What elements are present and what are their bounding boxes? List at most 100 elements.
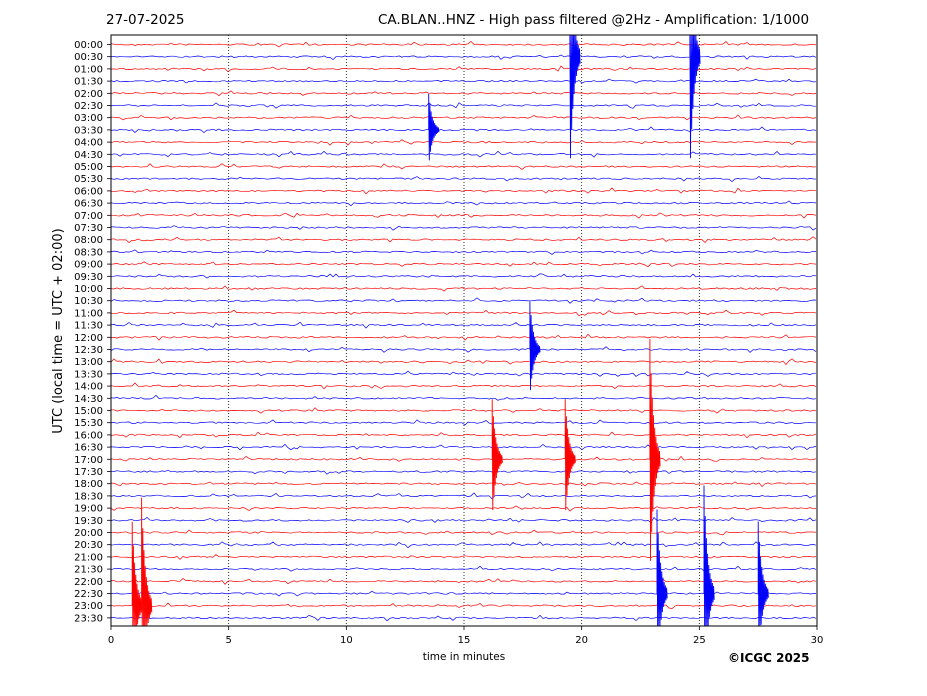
date-label: 27-07-2025 — [106, 12, 185, 28]
y-tick-label: 22:00 — [74, 577, 103, 588]
trace-line — [110, 565, 817, 573]
trace-line — [110, 455, 817, 462]
y-tick-label: 09:30 — [74, 272, 103, 283]
y-tick-label: 20:00 — [74, 528, 103, 539]
y-tick-label: 02:30 — [74, 101, 103, 112]
trace-line — [110, 126, 817, 134]
y-tick-label: 17:30 — [74, 467, 103, 478]
x-tick-label: 0 — [108, 635, 114, 646]
trace-line — [110, 309, 817, 317]
y-tick-label: 12:30 — [74, 345, 103, 356]
event-spike — [564, 399, 576, 511]
y-tick-label: 09:00 — [74, 260, 103, 271]
trace-line — [110, 261, 817, 268]
x-tick-label: 20 — [575, 635, 588, 646]
y-tick-label: 03:30 — [74, 125, 103, 136]
y-tick-label: 19:00 — [74, 504, 103, 515]
y-tick-label: 22:30 — [74, 589, 103, 600]
y-tick-label: 06:00 — [74, 186, 103, 197]
y-tick-label: 03:00 — [74, 113, 103, 124]
trace-line — [110, 236, 817, 243]
y-tick-label: 10:00 — [74, 284, 103, 295]
copyright-notice: ©ICGC 2025 — [728, 651, 810, 665]
y-tick-label: 23:30 — [74, 613, 103, 624]
plot-frame — [110, 34, 818, 627]
trace-line — [110, 443, 817, 451]
y-tick-label: 14:30 — [74, 394, 103, 405]
x-tick-label: 10 — [340, 635, 353, 646]
trace-line — [110, 150, 817, 158]
y-tick-label: 23:00 — [74, 601, 103, 612]
trace-lines — [110, 41, 817, 622]
event-spike — [649, 339, 661, 561]
y-tick-label: 07:30 — [74, 223, 103, 234]
y-tick-label: 00:30 — [74, 52, 103, 63]
trace-line — [111, 212, 817, 219]
y-axis-label: UTC (local time = UTC + 02:00) — [51, 228, 66, 433]
trace-line — [110, 285, 817, 292]
y-tick-label: 02:00 — [74, 89, 103, 100]
trace-line — [110, 114, 817, 121]
event-spike — [131, 521, 143, 627]
y-tick-label: 05:30 — [74, 174, 103, 185]
y-tick-label: 11:30 — [74, 321, 103, 332]
trace-line — [110, 469, 817, 475]
trace-line — [110, 358, 817, 366]
trace-line — [110, 41, 817, 48]
x-tick-label: 25 — [693, 635, 706, 646]
grid-lines — [228, 35, 700, 626]
event-spike — [491, 399, 503, 511]
y-tick-label: 13:30 — [74, 369, 103, 380]
trace-line — [110, 529, 817, 536]
trace-line — [110, 505, 817, 512]
trace-line — [110, 394, 817, 401]
trace-line — [110, 333, 817, 341]
trace-line — [110, 590, 816, 597]
y-tick-label: 08:00 — [74, 235, 103, 246]
chart-title: CA.BLAN..HNZ - High pass filtered @2Hz -… — [378, 12, 810, 28]
trace-line — [110, 225, 817, 231]
y-tick-label: 04:00 — [74, 138, 103, 149]
y-tick-label: 10:30 — [74, 296, 103, 307]
event-spike — [689, 34, 701, 159]
y-tick-label: 21:00 — [74, 552, 103, 563]
trace-line — [110, 578, 817, 585]
trace-line — [110, 273, 817, 279]
trace-line — [110, 516, 817, 524]
y-tick-label: 16:30 — [74, 443, 103, 454]
trace-line — [110, 200, 817, 207]
y-tick-label: 19:30 — [74, 516, 103, 527]
trace-line — [110, 54, 817, 61]
trace-line — [110, 187, 816, 195]
y-tick-label: 06:30 — [74, 199, 103, 210]
y-tick-label: 17:00 — [74, 455, 103, 466]
x-axis-ticks: 0 5 10 15 20 25 30 — [108, 626, 823, 646]
y-tick-label: 15:30 — [74, 418, 103, 429]
y-tick-label: 16:00 — [74, 430, 103, 441]
y-tick-label: 04:30 — [74, 150, 103, 161]
y-tick-label: 21:30 — [74, 565, 103, 576]
y-tick-label: 07:00 — [74, 211, 103, 222]
event-spike — [529, 301, 541, 391]
y-tick-label: 18:30 — [74, 491, 103, 502]
trace-line — [110, 176, 817, 183]
event-spike — [569, 34, 581, 159]
trace-line — [110, 431, 817, 439]
trace-line — [110, 419, 816, 426]
y-tick-label: 14:00 — [74, 382, 103, 393]
trace-line — [110, 492, 817, 500]
y-tick-label: 01:00 — [74, 64, 103, 75]
trace-line — [110, 321, 817, 329]
trace-line — [110, 481, 817, 488]
trace-line — [110, 602, 817, 609]
y-tick-label: 08:30 — [74, 247, 103, 258]
event-spike — [757, 521, 769, 627]
event-spikes — [131, 34, 769, 627]
y-tick-label: 12:00 — [74, 333, 103, 344]
trace-line — [110, 382, 817, 390]
y-tick-label: 11:00 — [74, 308, 103, 319]
event-spike — [141, 497, 153, 627]
trace-line — [110, 407, 817, 414]
